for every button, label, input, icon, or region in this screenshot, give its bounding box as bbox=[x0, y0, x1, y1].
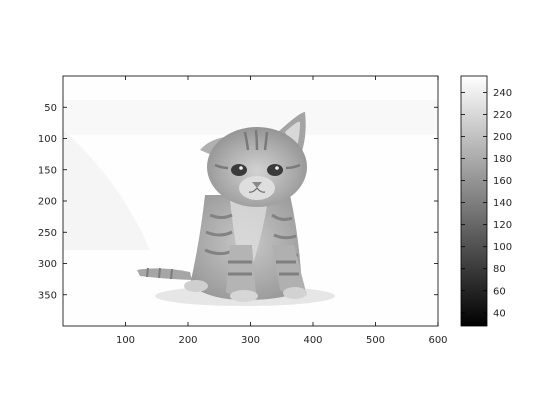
x-tick-label: 600 bbox=[428, 335, 447, 346]
kitten-paw-left bbox=[230, 290, 258, 302]
kitten-nose bbox=[252, 182, 262, 188]
colorbar-tick-label: 160 bbox=[493, 176, 512, 187]
y-tick-label: 250 bbox=[38, 228, 57, 239]
colorbar-tick-label: 240 bbox=[493, 88, 512, 99]
colorbar-tick-label: 140 bbox=[493, 198, 512, 209]
x-tick-label: 300 bbox=[241, 335, 260, 346]
colorbar-tick-label: 120 bbox=[493, 220, 512, 231]
colorbar-tick-label: 100 bbox=[493, 242, 512, 253]
kitten-image bbox=[137, 112, 335, 306]
y-tick-label: 150 bbox=[38, 165, 57, 176]
y-tick-label: 50 bbox=[44, 103, 57, 114]
kitten-head bbox=[207, 127, 307, 207]
y-axis-ticks: 50 100 150 200 250 300 350 bbox=[38, 103, 438, 301]
y-tick-label: 100 bbox=[38, 134, 57, 145]
x-tick-label: 200 bbox=[178, 335, 197, 346]
y-tick-label: 300 bbox=[38, 259, 57, 270]
colorbar-tick-label: 180 bbox=[493, 154, 512, 165]
colorbar-tick-label: 40 bbox=[493, 308, 506, 319]
kitten-eye-left bbox=[231, 164, 247, 176]
colorbar-gradient bbox=[460, 75, 488, 327]
x-tick-label: 500 bbox=[366, 335, 385, 346]
kitten-paw-right bbox=[283, 287, 307, 299]
y-tick-label: 350 bbox=[38, 290, 57, 301]
kitten-tail bbox=[137, 268, 192, 280]
y-tick-label: 200 bbox=[38, 197, 57, 208]
colorbar-ticks: 40 60 80 100 120 140 160 180 200 220 240 bbox=[461, 88, 512, 319]
kitten-right-leg bbox=[272, 245, 306, 295]
x-tick-label: 100 bbox=[116, 335, 135, 346]
kitten-paw-back bbox=[184, 280, 208, 292]
x-axis-ticks: 100 200 300 400 500 600 bbox=[116, 76, 448, 346]
kitten-eye-right bbox=[267, 164, 283, 176]
x-tick-label: 400 bbox=[303, 335, 322, 346]
colorbar-tick-label: 60 bbox=[493, 286, 506, 297]
background-shade bbox=[63, 130, 150, 250]
image-axes: 100 200 300 400 500 600 50 100 150 200 250 300 350 bbox=[38, 75, 448, 346]
kitten-left-leg bbox=[226, 245, 256, 297]
colorbar-tick-label: 80 bbox=[493, 264, 506, 275]
colorbar-tick-label: 200 bbox=[493, 132, 512, 143]
colorbar-tick-label: 220 bbox=[493, 110, 512, 121]
kitten-chest bbox=[230, 200, 268, 285]
colorbar: 40 60 80 100 120 140 160 180 200 220 240 bbox=[460, 75, 512, 327]
